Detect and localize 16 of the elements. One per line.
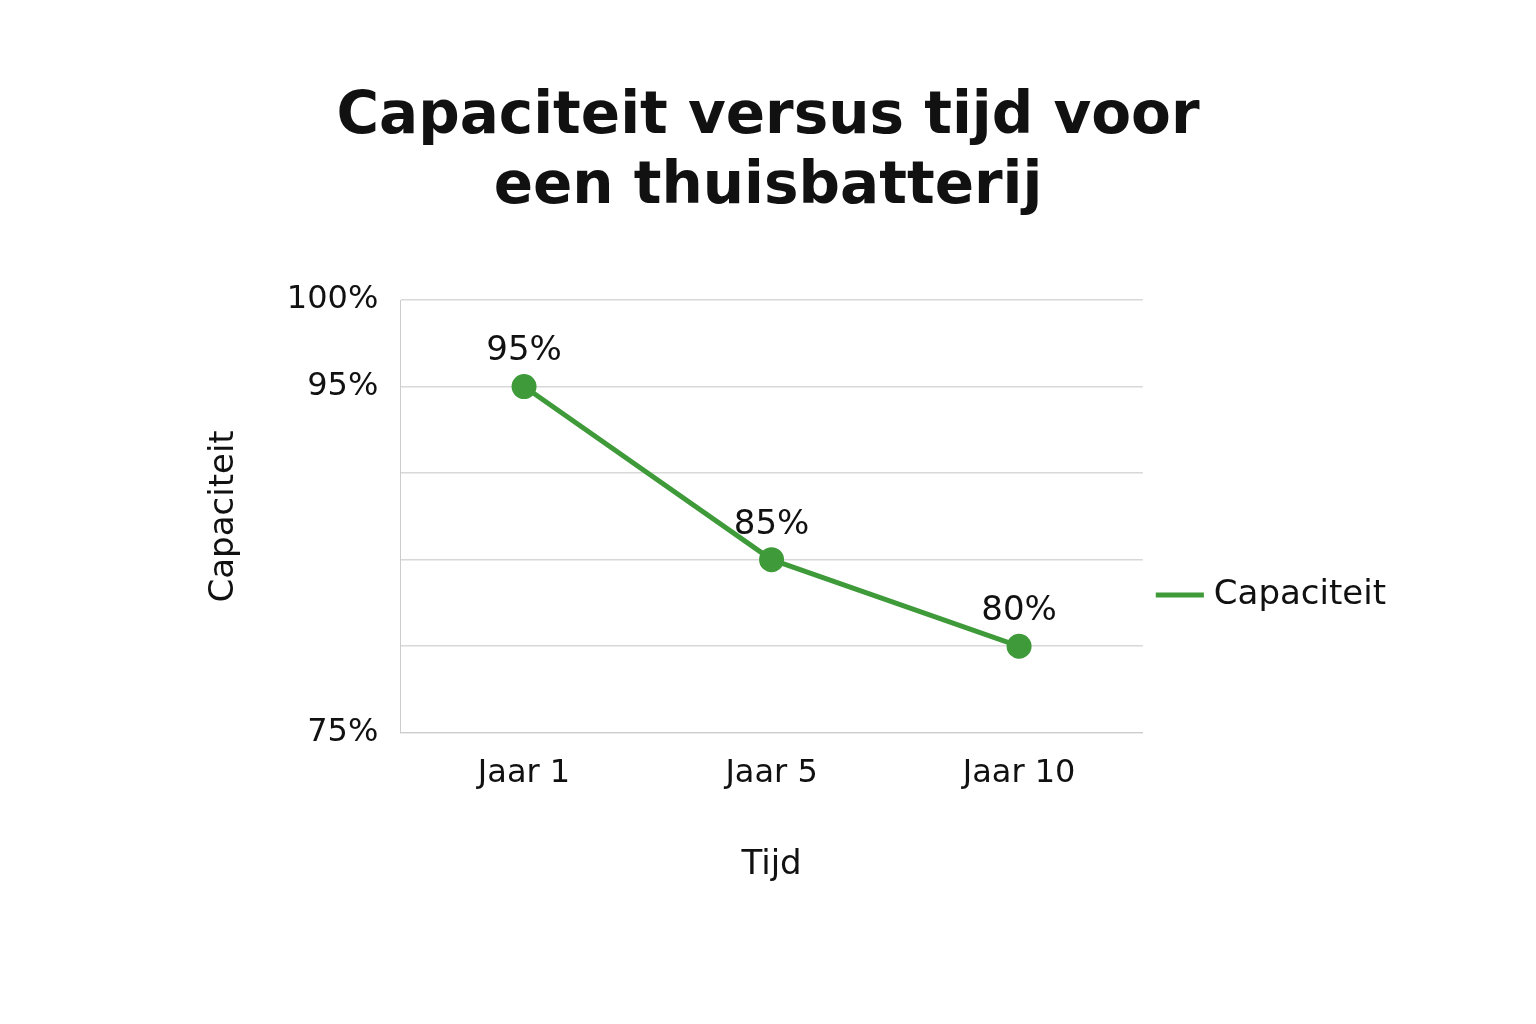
y-axis-title: Capaciteit xyxy=(201,430,242,603)
text: 85% xyxy=(733,501,810,542)
chart-title: Capaciteit versus tijd voor een thuisbatterij xyxy=(335,78,1201,219)
x-tick-label: Jaar 10 xyxy=(960,752,1076,791)
y-tick-label: 100% xyxy=(286,278,379,317)
point xyxy=(511,374,537,400)
x-tick-label: Jaar 1 xyxy=(475,752,571,791)
point xyxy=(759,547,785,573)
y-tick-label: 75% xyxy=(307,711,379,750)
y-tick-label: 95% xyxy=(307,364,379,403)
text: 95% xyxy=(486,328,562,369)
point xyxy=(1006,633,1032,659)
x-tick-label: Jaar 5 xyxy=(723,752,818,791)
x-axis-title: Tijd xyxy=(740,842,802,883)
legend-label: Capaciteit xyxy=(1213,571,1387,612)
text: 80% xyxy=(981,588,1057,629)
